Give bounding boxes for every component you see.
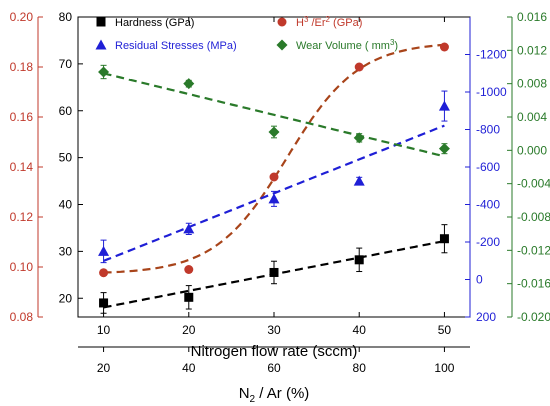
secondary-x-tick-label: 100: [434, 361, 454, 375]
data-point: [354, 62, 364, 72]
data-point: [268, 126, 280, 138]
data-point: [439, 234, 449, 244]
data-point: [184, 265, 194, 274]
hardness-y-tick-label: 50: [59, 151, 73, 165]
legend-label-part: Wear Volume ( mm: [296, 40, 390, 52]
data-point: [99, 298, 109, 308]
h3er2-y-tick-label: 0.08: [10, 310, 34, 324]
x-tick-label: 20: [182, 323, 196, 337]
data-point: [268, 193, 280, 204]
legend-marker: [96, 17, 106, 27]
secondary-x-label-main: N: [239, 385, 250, 402]
stress-y-tick-label: -800: [476, 123, 500, 137]
data-point: [439, 42, 449, 52]
fit-line: [103, 72, 445, 158]
data-point: [98, 66, 110, 78]
legend-label: H3 /Er2 (GPa): [296, 15, 362, 29]
data-point: [353, 175, 365, 186]
legend-marker: [95, 39, 107, 50]
data-point: [183, 78, 195, 90]
x-tick-label: 30: [267, 323, 281, 337]
legend-label-sup: 3: [390, 38, 395, 47]
fit-line: [103, 43, 445, 274]
wear-y-tick-label: -0.020: [517, 310, 550, 324]
x-tick-label: 40: [353, 323, 367, 337]
h3er2-y-tick-label: 0.18: [10, 60, 34, 74]
secondary-x-tick-label: 60: [267, 361, 281, 375]
hardness-y-tick-label: 80: [59, 10, 73, 24]
legend-label: Residual Stresses (MPa): [115, 40, 237, 52]
data-point: [354, 255, 364, 265]
data-point: [269, 172, 279, 182]
x-tick-label: 50: [438, 323, 452, 337]
h3er2-y-tick-label: 0.20: [10, 10, 34, 24]
wear-y-tick-label: 0.016: [517, 10, 547, 24]
x-tick-label: 10: [97, 323, 111, 337]
wear-y-tick-label: -0.012: [517, 243, 550, 257]
secondary-x-label-sub: 2: [250, 394, 256, 405]
legend-marker: [276, 39, 288, 51]
legend-label-part: H: [296, 17, 304, 29]
data-point: [98, 245, 110, 256]
legend-label-sup: 3: [304, 15, 309, 24]
h3er2-y-tick-label: 0.16: [10, 110, 34, 124]
data-point: [183, 223, 195, 234]
hardness-y-tick-label: 40: [59, 198, 73, 212]
legend-label-sup: 2: [326, 15, 331, 24]
wear-y-tick-label: 0.012: [517, 43, 547, 57]
legend-label-part: /Er: [308, 17, 325, 29]
h3er2-y-tick-label: 0.10: [10, 260, 34, 274]
secondary-x-axis-label: N2 / Ar (%): [239, 385, 310, 405]
secondary-x-label-rest: / Ar (%): [255, 385, 309, 402]
data-point: [438, 100, 450, 111]
legend-label-part: (GPa): [330, 17, 362, 29]
stress-y-tick-label: -1200: [476, 48, 507, 62]
data-point: [269, 267, 279, 277]
data-point: [353, 132, 365, 144]
data-point: [184, 292, 194, 302]
stress-y-tick-label: -200: [476, 235, 500, 249]
wear-y-tick-label: 0.008: [517, 77, 547, 91]
stress-y-tick-label: -1000: [476, 85, 507, 99]
h3er2-y-tick-label: 0.14: [10, 160, 34, 174]
stress-y-tick-label: -600: [476, 160, 500, 174]
h3er2-y-tick-label: 0.12: [10, 210, 34, 224]
wear-y-tick-label: -0.004: [517, 177, 550, 191]
legend-label: Hardness (GPa): [115, 17, 194, 29]
stress-y-tick-label: 200: [476, 310, 496, 324]
wear-y-tick-label: 0.000: [517, 143, 547, 157]
legend-label: Wear Volume ( mm3): [296, 38, 398, 52]
wear-y-tick-label: 0.004: [517, 110, 547, 124]
secondary-x-tick-label: 80: [353, 361, 367, 375]
hardness-y-tick-label: 60: [59, 104, 73, 118]
hardness-y-tick-label: 30: [59, 244, 73, 258]
data-point: [438, 143, 450, 155]
legend-label-part: ): [394, 40, 398, 52]
stress-y-tick-label: 0: [476, 273, 483, 287]
data-point: [99, 268, 109, 278]
secondary-x-tick-label: 20: [97, 361, 111, 375]
stress-y-tick-label: -400: [476, 198, 500, 212]
hardness-y-tick-label: 70: [59, 57, 73, 71]
wear-y-tick-label: -0.016: [517, 277, 550, 291]
legend-marker: [277, 17, 287, 27]
x-axis-label: Nitrogen flow rate (sccm): [191, 343, 358, 360]
secondary-x-tick-label: 40: [182, 361, 196, 375]
wear-y-tick-label: -0.008: [517, 210, 550, 224]
hardness-y-tick-label: 20: [59, 291, 73, 305]
